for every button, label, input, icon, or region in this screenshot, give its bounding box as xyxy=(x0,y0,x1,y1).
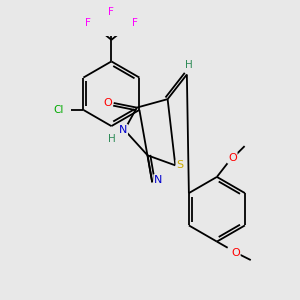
Text: N: N xyxy=(119,125,127,135)
Text: F: F xyxy=(132,18,137,28)
Text: O: O xyxy=(228,153,237,163)
Text: F: F xyxy=(109,7,114,17)
Text: Cl: Cl xyxy=(54,105,64,115)
Text: O: O xyxy=(231,248,240,258)
Text: F: F xyxy=(85,18,91,28)
Text: H: H xyxy=(108,134,116,144)
Text: H: H xyxy=(185,60,193,70)
Text: N: N xyxy=(154,175,163,185)
Text: S: S xyxy=(176,160,184,170)
Text: O: O xyxy=(103,98,112,108)
